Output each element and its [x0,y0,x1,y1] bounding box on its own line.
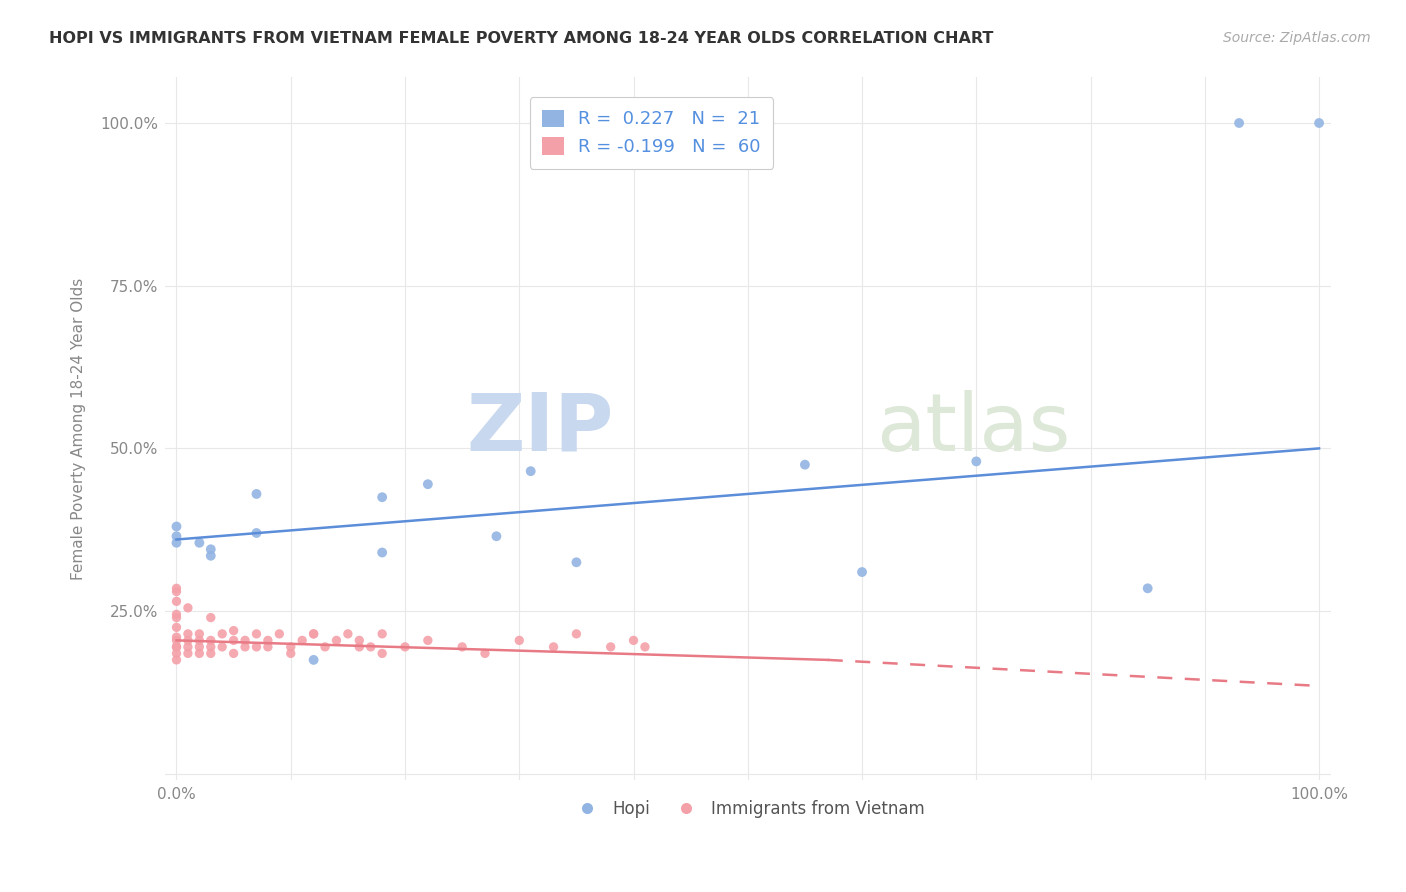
Point [474,647,496,661]
Point [508,633,530,648]
Point [188,640,211,654]
Point [360,640,382,654]
Point [166,529,188,543]
Point [211,627,233,641]
Point [314,640,336,654]
Point [1308,116,1330,130]
Point [166,620,188,634]
Point [599,640,621,654]
Point [485,529,508,543]
Point [177,640,200,654]
Text: atlas: atlas [876,390,1070,468]
Y-axis label: Female Poverty Among 18-24 Year Olds: Female Poverty Among 18-24 Year Olds [72,277,86,580]
Point [166,640,188,654]
Point [543,640,565,654]
Point [166,582,188,596]
Point [371,627,394,641]
Point [851,565,873,579]
Point [200,640,222,654]
Point [371,647,394,661]
Point [1227,116,1250,130]
Point [565,555,588,569]
Point [166,647,188,661]
Point [1136,582,1159,596]
Point [177,627,200,641]
Point [200,647,222,661]
Point [188,647,211,661]
Point [233,640,256,654]
Point [623,633,645,648]
Point [394,640,416,654]
Point [166,607,188,622]
Point [166,610,188,624]
Point [177,633,200,648]
Point [349,633,371,648]
Point [177,600,200,615]
Point [269,627,291,641]
Point [280,640,302,654]
Point [166,519,188,533]
Point [233,633,256,648]
Point [245,627,267,641]
Text: ZIP: ZIP [467,390,614,468]
Point [416,477,439,491]
Point [200,633,222,648]
Point [222,624,245,638]
Point [302,627,325,641]
Point [245,526,267,541]
Point [416,633,439,648]
Point [371,490,394,504]
Point [280,647,302,661]
Point [257,640,280,654]
Point [245,640,267,654]
Point [200,549,222,563]
Point [519,464,541,478]
Point [166,653,188,667]
Point [371,545,394,559]
Legend: Hopi, Immigrants from Vietnam: Hopi, Immigrants from Vietnam [564,793,932,825]
Point [222,647,245,661]
Point [177,647,200,661]
Point [188,633,211,648]
Point [965,454,987,468]
Text: Source: ZipAtlas.com: Source: ZipAtlas.com [1223,31,1371,45]
Point [166,535,188,549]
Point [245,487,267,501]
Point [166,640,188,654]
Point [257,633,280,648]
Point [166,584,188,599]
Point [166,630,188,644]
Point [634,640,657,654]
Point [325,633,347,648]
Point [291,633,314,648]
Point [565,627,588,641]
Point [793,458,815,472]
Point [200,610,222,624]
Text: HOPI VS IMMIGRANTS FROM VIETNAM FEMALE POVERTY AMONG 18-24 YEAR OLDS CORRELATION: HOPI VS IMMIGRANTS FROM VIETNAM FEMALE P… [49,31,994,46]
Point [222,633,245,648]
Point [200,542,222,557]
Point [302,627,325,641]
Point [166,633,188,648]
Point [188,535,211,549]
Point [188,627,211,641]
Point [302,653,325,667]
Point [349,640,371,654]
Point [166,594,188,608]
Point [336,627,359,641]
Point [211,640,233,654]
Point [451,640,474,654]
